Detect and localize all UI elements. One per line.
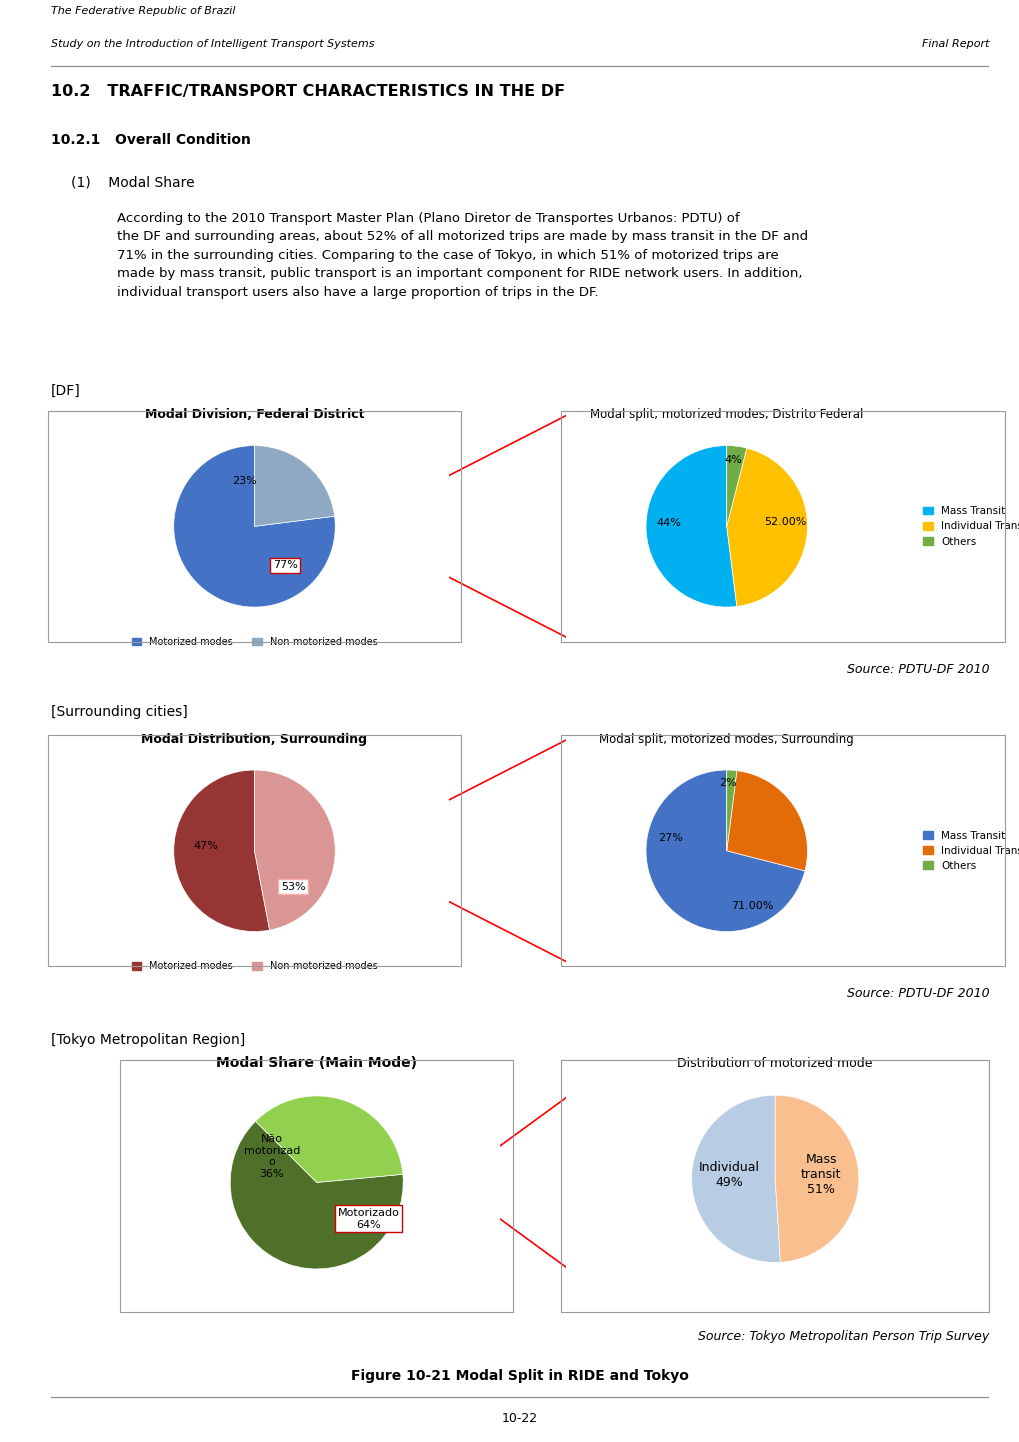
Text: 27%: 27% <box>657 833 682 844</box>
Text: Source: PDTU-DF 2010: Source: PDTU-DF 2010 <box>846 986 988 1001</box>
Wedge shape <box>645 446 736 607</box>
Text: Source: Tokyo Metropolitan Person Trip Survey: Source: Tokyo Metropolitan Person Trip S… <box>697 1330 988 1344</box>
Wedge shape <box>255 446 334 526</box>
Wedge shape <box>230 1122 403 1269</box>
Title: Modal Division, Federal District: Modal Division, Federal District <box>145 408 364 421</box>
Wedge shape <box>645 770 804 932</box>
Text: The Federative Republic of Brazil: The Federative Republic of Brazil <box>51 6 235 16</box>
Text: 53%: 53% <box>280 881 306 891</box>
Text: 2%: 2% <box>718 779 737 789</box>
Text: Study on the Introduction of Intelligent Transport Systems: Study on the Introduction of Intelligent… <box>51 39 374 49</box>
Title: Modal Share (Main Mode): Modal Share (Main Mode) <box>216 1057 417 1070</box>
Title: Distribution of motorized mode: Distribution of motorized mode <box>677 1057 872 1070</box>
Text: 77%: 77% <box>272 561 298 571</box>
Text: [Tokyo Metropolitan Region]: [Tokyo Metropolitan Region] <box>51 1032 245 1047</box>
Text: 52.00%: 52.00% <box>763 516 805 526</box>
Legend: Motorized modes, Non-motorized modes: Motorized modes, Non-motorized modes <box>127 633 381 650</box>
Wedge shape <box>691 1096 780 1262</box>
Title: Modal Distribution, Surrounding: Modal Distribution, Surrounding <box>142 733 367 746</box>
Text: 23%: 23% <box>232 476 257 486</box>
Text: Mass
transit
51%: Mass transit 51% <box>800 1154 841 1197</box>
Text: 4%: 4% <box>723 456 742 466</box>
Wedge shape <box>173 446 335 607</box>
Text: [DF]: [DF] <box>51 384 81 398</box>
Legend: Motorized modes, Non-motorized modes: Motorized modes, Non-motorized modes <box>127 957 381 975</box>
Text: 47%: 47% <box>194 841 218 851</box>
Text: 10.2.1   Overall Condition: 10.2.1 Overall Condition <box>51 133 251 147</box>
Wedge shape <box>727 448 807 607</box>
Text: 71.00%: 71.00% <box>731 901 773 911</box>
Text: 10.2   TRAFFIC/TRANSPORT CHARACTERISTICS IN THE DF: 10.2 TRAFFIC/TRANSPORT CHARACTERISTICS I… <box>51 84 565 98</box>
Text: [Surrounding cities]: [Surrounding cities] <box>51 705 187 720</box>
Text: 44%: 44% <box>655 518 681 528</box>
Text: (1)    Modal Share: (1) Modal Share <box>71 176 195 190</box>
Text: 10-22: 10-22 <box>501 1412 538 1425</box>
Text: Motorizado
64%: Motorizado 64% <box>337 1208 399 1230</box>
Text: Final Report: Final Report <box>921 39 988 49</box>
Wedge shape <box>774 1096 858 1262</box>
Legend: Mass Transit, Individual Transit, Others: Mass Transit, Individual Transit, Others <box>917 826 1019 875</box>
Wedge shape <box>727 770 736 851</box>
Text: Source: PDTU-DF 2010: Source: PDTU-DF 2010 <box>846 662 988 676</box>
Text: According to the 2010 Transport Master Plan (Plano Diretor de Transportes Urbano: According to the 2010 Transport Master P… <box>117 212 808 298</box>
Text: Individual
49%: Individual 49% <box>698 1161 759 1188</box>
Text: Não
motorizad
o
36%: Não motorizad o 36% <box>244 1133 300 1180</box>
Text: Figure 10-21 Modal Split in RIDE and Tokyo: Figure 10-21 Modal Split in RIDE and Tok… <box>351 1370 689 1383</box>
Wedge shape <box>173 770 269 932</box>
Wedge shape <box>727 446 746 526</box>
Legend: Mass Transit, Individual Transit, Others: Mass Transit, Individual Transit, Others <box>917 502 1019 551</box>
Title: Modal split, motorized modes, Surrounding: Modal split, motorized modes, Surroundin… <box>599 733 853 746</box>
Wedge shape <box>255 770 335 930</box>
Wedge shape <box>727 770 807 871</box>
Wedge shape <box>256 1096 403 1182</box>
Title: Modal split, motorized modes, Distrito Federal: Modal split, motorized modes, Distrito F… <box>589 408 863 421</box>
